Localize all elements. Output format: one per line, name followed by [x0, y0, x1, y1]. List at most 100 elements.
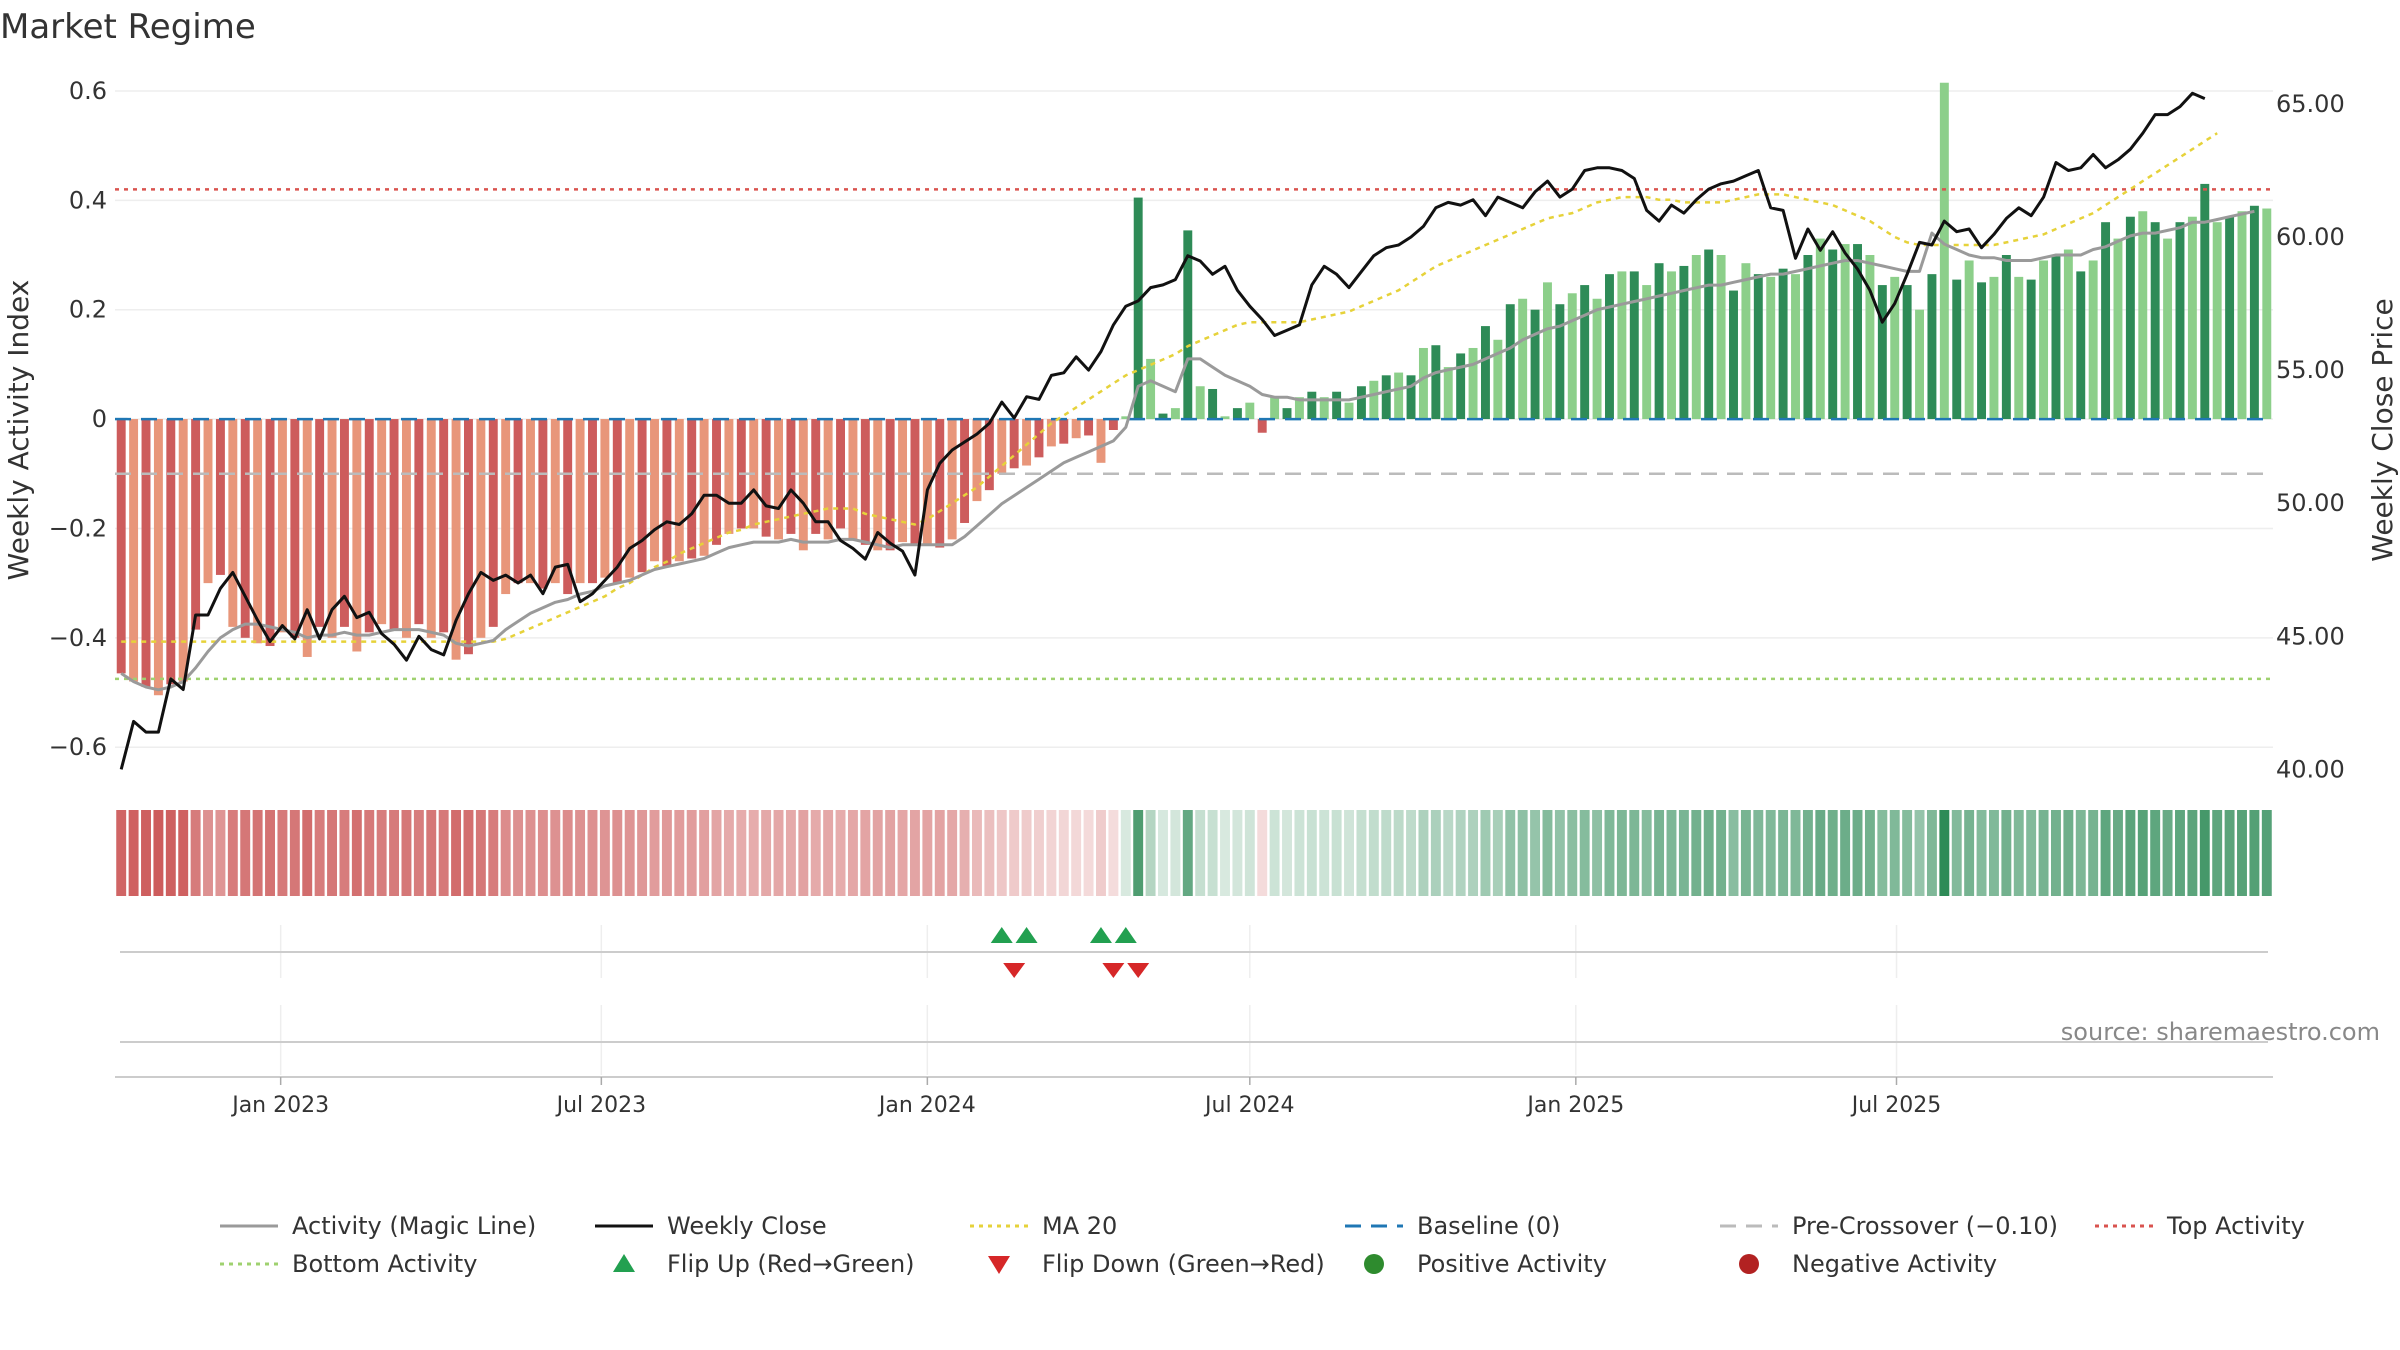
activity-bar — [476, 419, 486, 638]
regime-cell — [2162, 810, 2173, 896]
regime-cell — [451, 810, 462, 896]
activity-bar — [1592, 298, 1602, 420]
regime-cell — [562, 810, 573, 896]
regime-cell — [934, 810, 945, 896]
regime-cell — [2125, 810, 2136, 896]
regime-cell — [227, 810, 238, 896]
regime-cell — [1616, 810, 1627, 896]
activity-bar — [935, 419, 945, 548]
activity-bar — [1332, 391, 1342, 420]
regime-cell — [872, 810, 883, 896]
regime-cell — [959, 810, 970, 896]
activity-bar — [1046, 419, 1056, 447]
regime-cell — [947, 810, 958, 896]
ma20-line — [121, 132, 2218, 643]
regime-cell — [190, 810, 201, 896]
activity-bar — [836, 419, 845, 529]
activity-bar — [203, 419, 213, 584]
activity-bar — [1493, 339, 1503, 420]
activity-bar — [414, 419, 424, 625]
activity-bar — [1840, 244, 1850, 420]
activity-bar — [612, 419, 622, 584]
activity-bar — [972, 419, 982, 502]
regime-cell — [1344, 810, 1354, 896]
activity-bar — [1232, 408, 1242, 420]
activity-bar — [1927, 274, 1937, 420]
regime-cell — [203, 810, 213, 896]
activity-bar — [712, 419, 721, 545]
regime-cell — [1282, 810, 1292, 896]
activity-bar — [2076, 271, 2086, 420]
regime-cell — [1443, 810, 1454, 896]
legend-label: Weekly Close — [667, 1212, 827, 1240]
activity-bar — [563, 419, 573, 595]
regime-cell — [178, 810, 189, 896]
activity-bar — [2150, 222, 2160, 420]
activity-bar — [1418, 347, 1428, 420]
legend-item: MA 20 — [970, 1212, 1117, 1240]
activity-bar — [401, 419, 411, 638]
activity-bar — [1146, 358, 1156, 420]
activity-bar — [2063, 249, 2073, 420]
activity-bar — [1915, 309, 1924, 420]
regime-cell — [699, 810, 710, 896]
regime-cell — [624, 810, 635, 896]
legend-label: Flip Down (Green→Red) — [1042, 1250, 1325, 1278]
regime-cell — [922, 810, 933, 896]
regime-cell — [1294, 810, 1305, 896]
activity-bar — [761, 419, 771, 537]
regime-cell — [1418, 810, 1429, 896]
right-tick-label: 55.00 — [2276, 356, 2345, 384]
regime-strip — [116, 810, 2272, 896]
activity-bar — [439, 419, 449, 633]
activity-bar — [1877, 285, 1887, 420]
regime-cell — [1802, 810, 1813, 896]
activity-bar — [526, 419, 535, 584]
regime-cell — [1083, 810, 1094, 896]
regime-cell — [2199, 810, 2210, 896]
left-axis: −0.6 −0.4 −0.2 0 0.2 0.4 0.6 — [49, 77, 107, 761]
regime-cell — [2150, 810, 2161, 896]
regime-cell — [240, 810, 251, 896]
regime-cell — [1827, 810, 1838, 896]
activity-bar — [1369, 380, 1379, 420]
activity-bar — [910, 419, 920, 545]
regime-cell — [823, 810, 834, 896]
activity-bar — [1729, 290, 1738, 420]
regime-cell — [314, 810, 325, 896]
left-tick-label: −0.2 — [49, 514, 107, 542]
main-grid — [115, 90, 2273, 748]
regime-cell — [438, 810, 449, 896]
activity-bar — [1654, 263, 1664, 420]
right-axis: 40.00 45.00 50.00 55.00 60.00 65.00 — [2276, 90, 2345, 783]
activity-bar — [352, 419, 362, 652]
activity-bar — [1381, 375, 1391, 420]
regime-cell — [1592, 810, 1603, 896]
regime-cell — [723, 810, 734, 896]
left-tick-label: 0 — [92, 405, 107, 433]
regime-cell — [1306, 810, 1317, 896]
legend-label: MA 20 — [1042, 1212, 1117, 1240]
regime-cell — [1430, 810, 1441, 896]
regime-cell — [1034, 810, 1044, 896]
regime-cell — [2050, 810, 2061, 896]
regime-cell — [1604, 810, 1615, 896]
regime-cell — [1579, 810, 1590, 896]
legend-item: Positive Activity — [1364, 1250, 1607, 1278]
regime-cell — [488, 810, 499, 896]
activity-bar — [2051, 255, 2061, 420]
activity-bar — [141, 419, 151, 688]
regime-cell — [413, 810, 424, 896]
activity-bar — [464, 419, 473, 655]
legend-item: Activity (Magic Line) — [220, 1212, 536, 1240]
regime-cell — [996, 810, 1007, 896]
left-tick-label: 0.2 — [69, 296, 107, 324]
regime-cell — [1654, 810, 1665, 896]
regime-cell — [885, 810, 896, 896]
regime-cell — [711, 810, 722, 896]
regime-cell — [302, 810, 313, 896]
legend-swatch — [613, 1254, 635, 1272]
activity-bar — [1939, 82, 1949, 420]
activity-bar — [1518, 298, 1528, 420]
activity-bar — [1704, 249, 1714, 420]
